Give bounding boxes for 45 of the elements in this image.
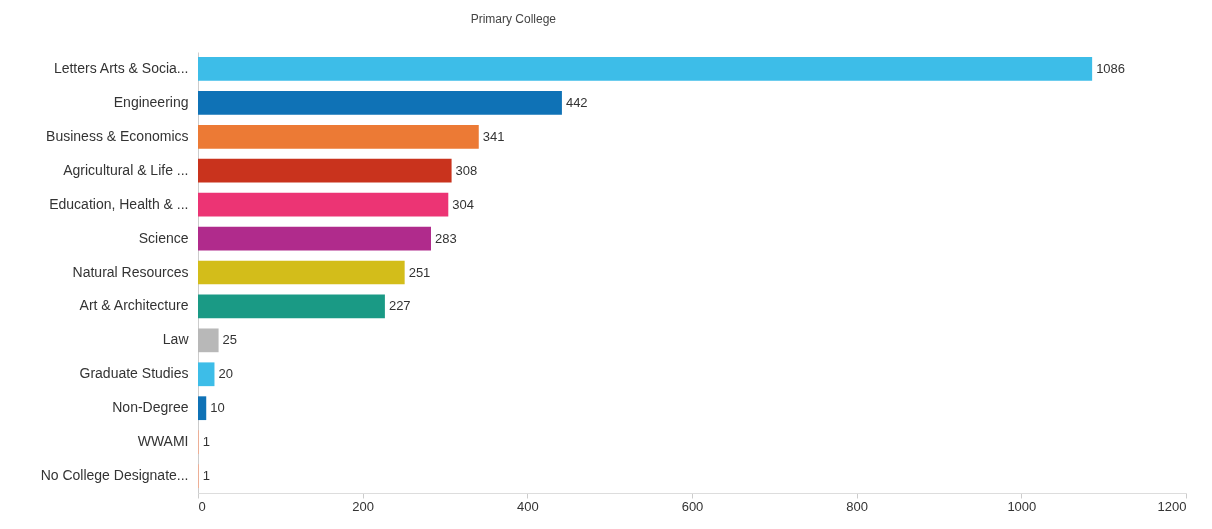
data-label: 308: [455, 162, 478, 178]
y-tick-label: Agricultural & Life ...: [63, 161, 189, 178]
bar: [198, 124, 479, 149]
y-tick-label: Letters Arts & Socia...: [53, 59, 189, 76]
data-label: 227: [388, 298, 411, 314]
bar: [198, 158, 452, 183]
y-tick-label: Art & Architecture: [79, 297, 189, 314]
x-tick-label: 400: [516, 498, 539, 514]
x-tick-label: 200: [352, 498, 375, 514]
bar: [198, 362, 215, 387]
x-tick-label: 1200: [1157, 498, 1187, 514]
bar: [198, 328, 219, 353]
data-label: 341: [482, 128, 505, 144]
x-tick-label: 1000: [1007, 498, 1037, 514]
chart-title: Primary College: [470, 12, 557, 26]
bar: [198, 260, 405, 285]
bar: [198, 57, 1093, 81]
x-tick-label: 800: [846, 498, 869, 514]
y-tick-label: Law: [162, 331, 190, 348]
data-label: 20: [218, 366, 233, 382]
x-tick-label: 0: [198, 498, 206, 514]
bar: [198, 91, 562, 115]
data-label: 10: [210, 400, 225, 416]
data-label: 25: [222, 332, 238, 348]
y-tick-label: Engineering: [113, 93, 189, 110]
y-tick-label: Natural Resources: [72, 263, 189, 280]
y-tick-label: WWAMI: [137, 433, 189, 450]
bar: [198, 226, 431, 251]
y-tick-label: Science: [138, 229, 189, 246]
data-label: 1: [202, 434, 211, 450]
y-tick-label: Education, Health & ...: [49, 195, 189, 212]
data-label: 442: [565, 94, 588, 110]
data-label: 283: [435, 230, 457, 246]
data-label: 1: [202, 468, 211, 484]
data-label: 1086: [1096, 60, 1126, 76]
bar: [198, 192, 449, 217]
y-tick-label: No College Designate...: [40, 467, 189, 484]
bar: [198, 396, 207, 421]
x-tick-label: 600: [681, 498, 704, 514]
y-tick-label: Graduate Studies: [79, 365, 189, 382]
data-label: 304: [452, 196, 474, 212]
y-tick-label: Non-Degree: [112, 399, 189, 416]
y-tick-label: Business & Economics: [46, 127, 189, 144]
data-label: 251: [408, 264, 431, 280]
bar: [198, 294, 385, 319]
